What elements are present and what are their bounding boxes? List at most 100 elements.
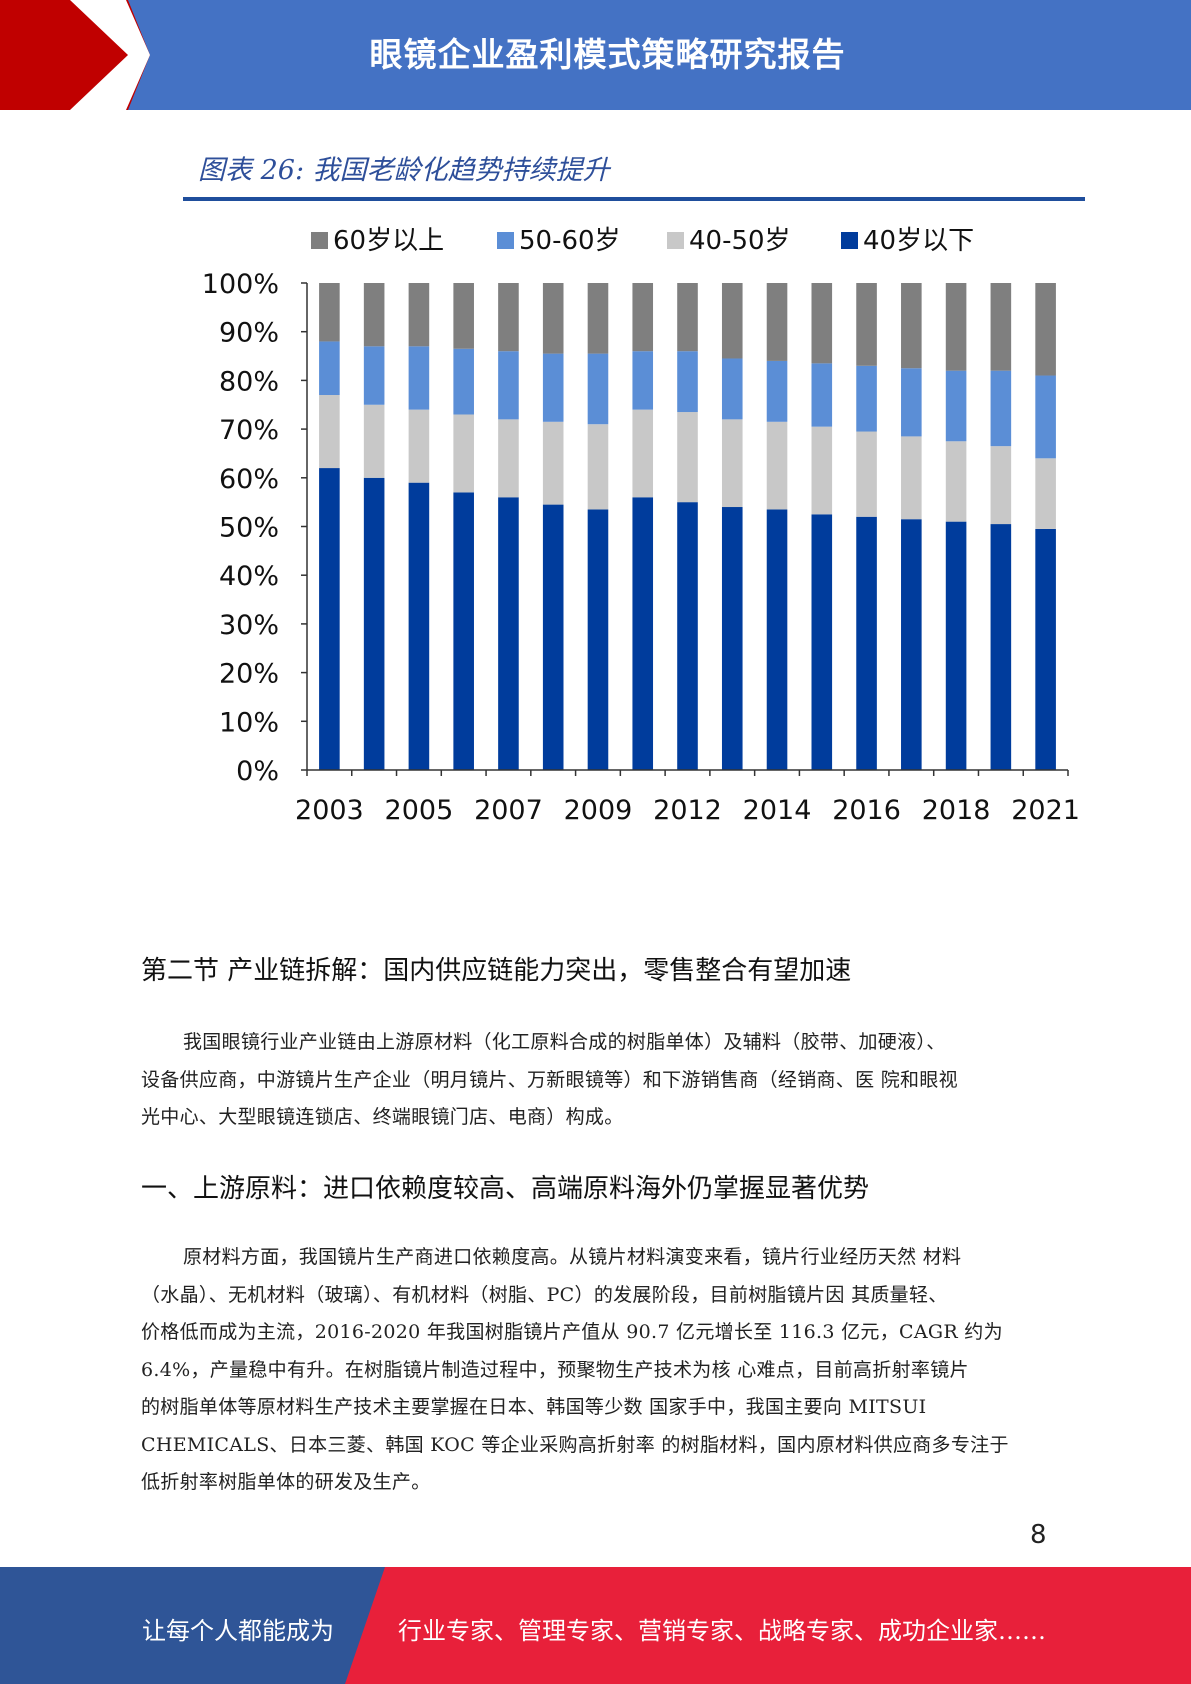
bar-segment: [1035, 458, 1056, 529]
report-title: 眼镜企业盈利模式策略研究报告: [369, 35, 846, 74]
bar-segment: [811, 514, 833, 770]
bar-segment: [363, 477, 385, 770]
y-tick-label: 70%: [219, 415, 279, 446]
bar-segment: [945, 521, 967, 770]
bar-segment: [901, 519, 922, 770]
subsection-heading: 一、上游原料：进口依赖度较高、高端原料海外仍掌握显著优势: [141, 1174, 870, 1204]
bar-segment: [319, 468, 340, 770]
paragraph-line: 我国眼镜行业产业链由上游原材料（化工原料合成的树脂单体）及辅料（胶带、加硬液）、: [183, 1031, 946, 1053]
bar-segment: [453, 414, 474, 493]
page-number: 8: [1030, 1520, 1047, 1550]
y-tick-label: 20%: [219, 659, 279, 690]
legend-label: 40-50岁: [689, 226, 791, 256]
x-tick-label: 2009: [564, 795, 633, 826]
paragraph-line: 低折射率树脂单体的研发及生产。: [141, 1471, 431, 1493]
bar-segment: [632, 497, 654, 770]
bar-segment: [901, 436, 922, 520]
bar-segment: [766, 283, 788, 361]
bar-segment: [945, 370, 967, 442]
bar-segment: [766, 509, 788, 770]
legend-swatch: [667, 232, 684, 249]
bar-segment: [363, 283, 385, 347]
x-tick-label: 2014: [743, 795, 812, 826]
footer-banner-shape: [0, 1567, 1191, 1684]
paragraph-line: 6.4%，产量稳中有升。在树脂镜片制造过程中，预聚物生产技术为核 心难点，目前高…: [141, 1358, 969, 1381]
bar-segment: [542, 421, 564, 505]
x-tick-label: 2012: [653, 795, 722, 826]
bar-segment: [408, 283, 430, 347]
bar-segment: [766, 421, 788, 510]
y-tick-label: 0%: [236, 756, 279, 787]
bar-segment: [632, 351, 654, 410]
bar-segment: [1035, 528, 1056, 770]
bar-segment: [632, 283, 654, 352]
bar-segment: [632, 409, 654, 498]
page-header: 眼镜企业盈利模式策略研究报告: [0, 0, 1191, 110]
bar-segment: [542, 353, 564, 422]
bar-segment: [990, 370, 1012, 447]
section-heading: 第二节 产业链拆解：国内供应链能力突出，零售整合有望加速: [141, 956, 852, 986]
x-tick-label: 2016: [832, 795, 901, 826]
bar-segment: [945, 441, 967, 522]
y-tick-label: 40%: [219, 561, 279, 592]
bar-segment: [498, 419, 519, 498]
bar-segment: [856, 431, 877, 517]
paragraph-line: 设备供应商，中游镜片生产企业（明月镜片、万新眼镜等）和下游销售商（经销商、医 院…: [141, 1068, 958, 1091]
x-tick-label: 2005: [385, 795, 454, 826]
legend-swatch: [311, 232, 328, 249]
bar-segment: [319, 283, 340, 342]
bar-segment: [408, 346, 430, 410]
bar-segment: [811, 283, 833, 364]
header-chevron-icon: [0, 0, 150, 110]
y-tick-label: 30%: [219, 610, 279, 641]
bar-segment: [542, 504, 564, 770]
bar-area: [319, 283, 1056, 770]
footer-slogan-right: 行业专家、管理专家、营销专家、战略专家、成功企业家……: [398, 1617, 1046, 1645]
bar-segment: [363, 346, 385, 405]
legend-label: 60岁以上: [333, 226, 444, 256]
x-tick-label: 2021: [1011, 795, 1080, 826]
figure-title-rule: [183, 197, 1085, 201]
aging-trend-chart: 60岁以上 50-60岁 40-50岁 40岁以下 0% 10% 20% 30% 40% 50%…: [202, 226, 1080, 826]
legend-label: 40岁以下: [863, 226, 974, 256]
bar-segment: [901, 283, 922, 369]
bar-segment: [677, 351, 698, 413]
bar-segment: [1035, 283, 1056, 376]
bar-segment: [542, 283, 564, 354]
y-tick-label: 10%: [219, 707, 279, 738]
bar-segment: [990, 283, 1012, 371]
figure-title: 图表 26: 我国老龄化趋势持续提升: [198, 155, 610, 186]
legend-swatch: [497, 232, 514, 249]
bar-segment: [1035, 375, 1056, 459]
bar-segment: [453, 492, 474, 770]
paragraph-line: 原材料方面，我国镜片生产商进口依赖度高。从镜片材料演变来看，镜片行业经历天然 材…: [183, 1246, 962, 1268]
paragraph-supply-chain: 我国眼镜行业产业链由上游原材料（化工原料合成的树脂单体）及辅料（胶带、加硬液）、…: [141, 1024, 1051, 1137]
bar-segment: [945, 283, 967, 371]
bar-segment: [811, 363, 833, 427]
bar-segment: [721, 283, 743, 359]
y-tick-label: 100%: [202, 269, 279, 300]
bar-segment: [319, 395, 340, 469]
bar-segment: [677, 412, 698, 503]
bar-segment: [498, 497, 519, 770]
bar-segment: [408, 482, 430, 770]
bar-segment: [856, 365, 877, 432]
bar-segment: [677, 283, 698, 352]
y-tick-label: 80%: [219, 366, 279, 397]
bar-segment: [587, 283, 609, 354]
bar-segment: [901, 368, 922, 437]
paragraph-line: CHEMICALS、日本三菱、韩国 KOC 等企业采购高折射率 的树脂材料，国内…: [141, 1433, 1009, 1456]
bar-segment: [811, 426, 833, 515]
bar-segment: [319, 341, 340, 396]
paragraph-line: 价格低而成为主流，2016-2020 年我国树脂镜片产值从 90.7 亿元增长至…: [141, 1321, 1003, 1343]
bar-segment: [677, 502, 698, 770]
x-tick-label: 2003: [295, 795, 364, 826]
bar-segment: [587, 424, 609, 510]
paragraph-line: 光中心、大型眼镜连锁店、终端眼镜门店、电商）构成。: [141, 1106, 624, 1128]
bar-segment: [856, 516, 877, 770]
page-footer: 让每个人都能成为 行业专家、管理专家、营销专家、战略专家、成功企业家……: [0, 1567, 1191, 1684]
x-tick-label: 2018: [922, 795, 991, 826]
bar-segment: [587, 353, 609, 425]
bar-segment: [721, 358, 743, 420]
x-tick-label: 2007: [474, 795, 543, 826]
